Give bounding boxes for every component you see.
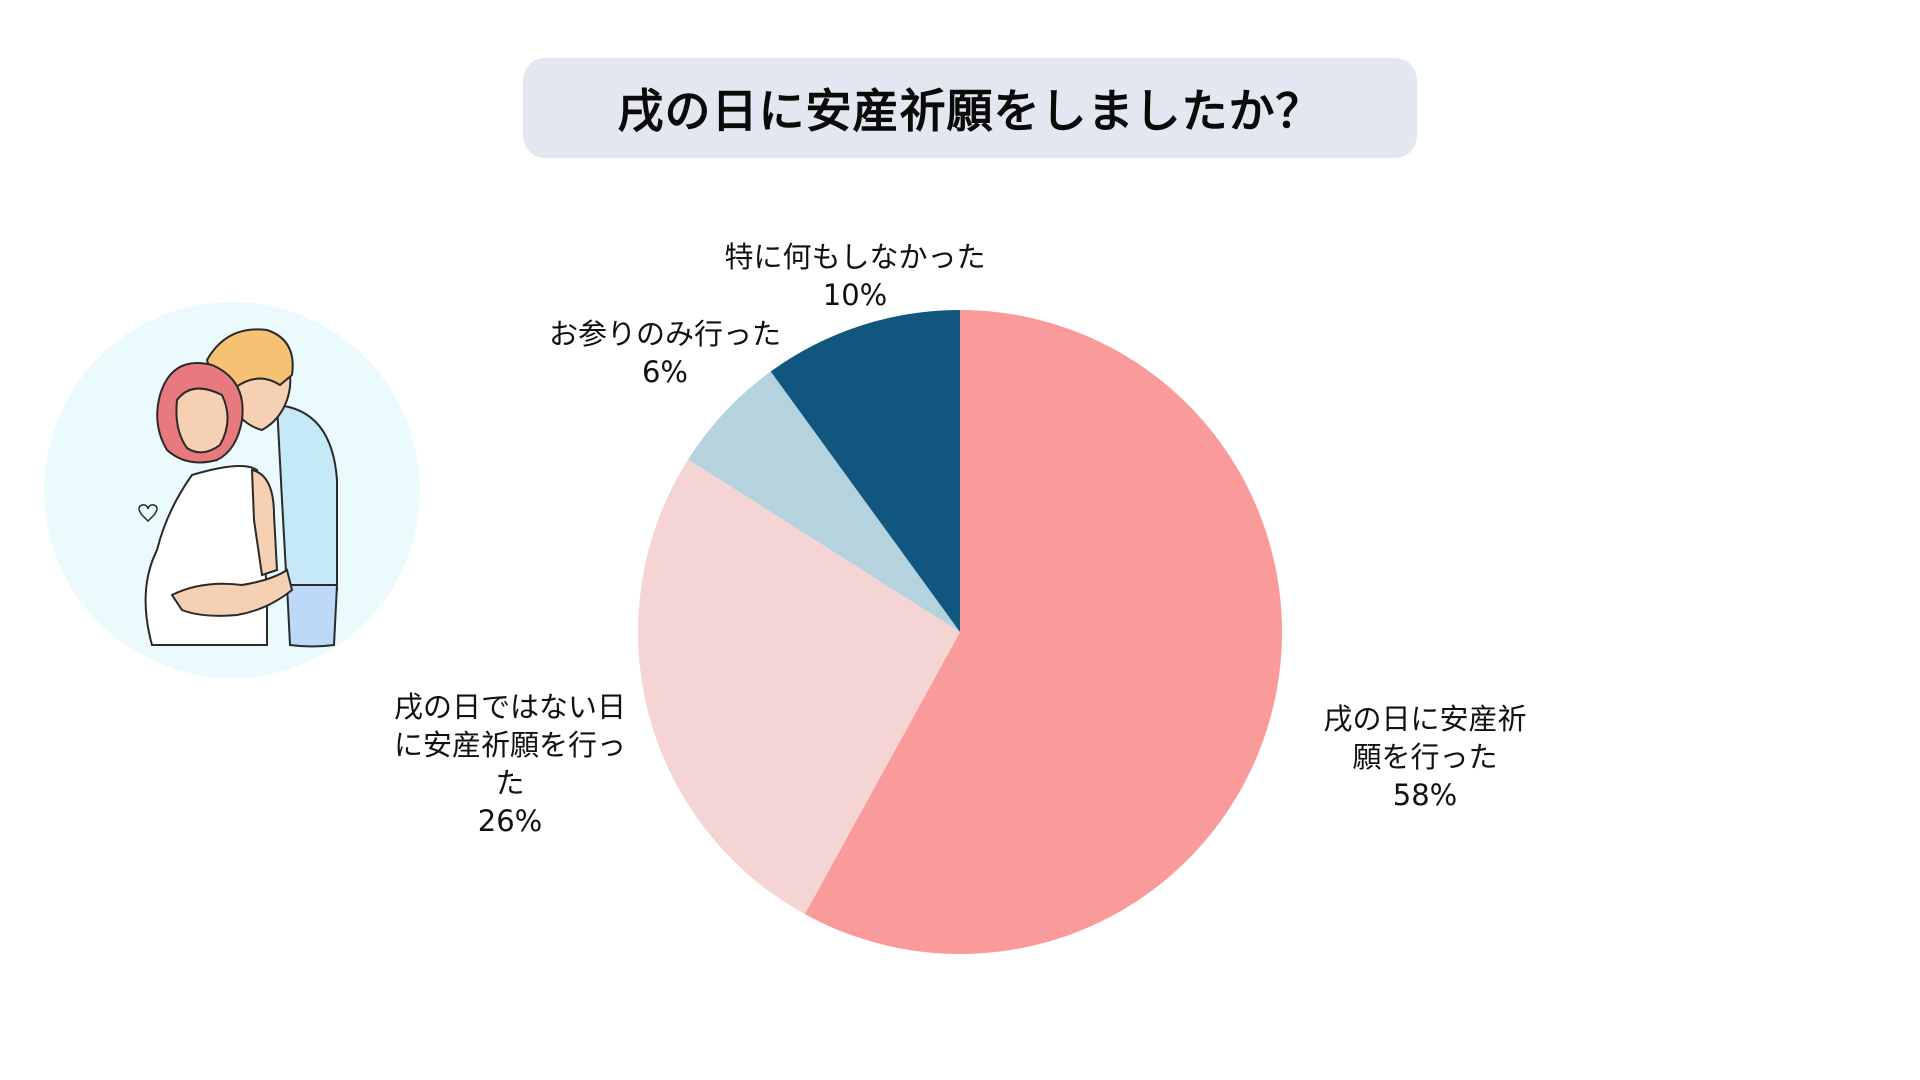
pie-slice <box>804 310 1282 954</box>
label-text: 戌の日ではない日 <box>393 690 626 724</box>
label-text: お参りのみ行った <box>548 317 781 351</box>
label-value: 10% <box>822 278 888 312</box>
label-slice-26: 戌の日ではない日 に安産祈願を行っ た 26% <box>365 688 655 840</box>
pie-slice <box>688 371 960 632</box>
pregnant-couple-illustration <box>44 302 420 678</box>
label-value: 26% <box>477 804 543 838</box>
label-text: 特に何もしなかった <box>724 240 986 274</box>
label-text: 願を行った <box>1352 740 1498 774</box>
label-value: 58% <box>1392 778 1458 812</box>
label-text: 戌の日に安産祈 <box>1323 702 1527 736</box>
label-slice-58: 戌の日に安産祈 願を行った 58% <box>1290 700 1560 814</box>
label-slice-6: お参りのみ行った 6% <box>520 315 810 391</box>
title-banner: 戌の日に安産祈願をしましたか？ <box>523 58 1417 158</box>
pie-slice <box>638 459 960 915</box>
chart-title: 戌の日に安産祈願をしましたか？ <box>617 84 1323 138</box>
label-text: に安産祈願を行っ <box>393 728 626 762</box>
label-value: 6% <box>641 355 688 389</box>
pie-slice <box>770 310 960 632</box>
label-text: た <box>495 766 525 800</box>
label-slice-10: 特に何もしなかった 10% <box>690 238 1020 314</box>
